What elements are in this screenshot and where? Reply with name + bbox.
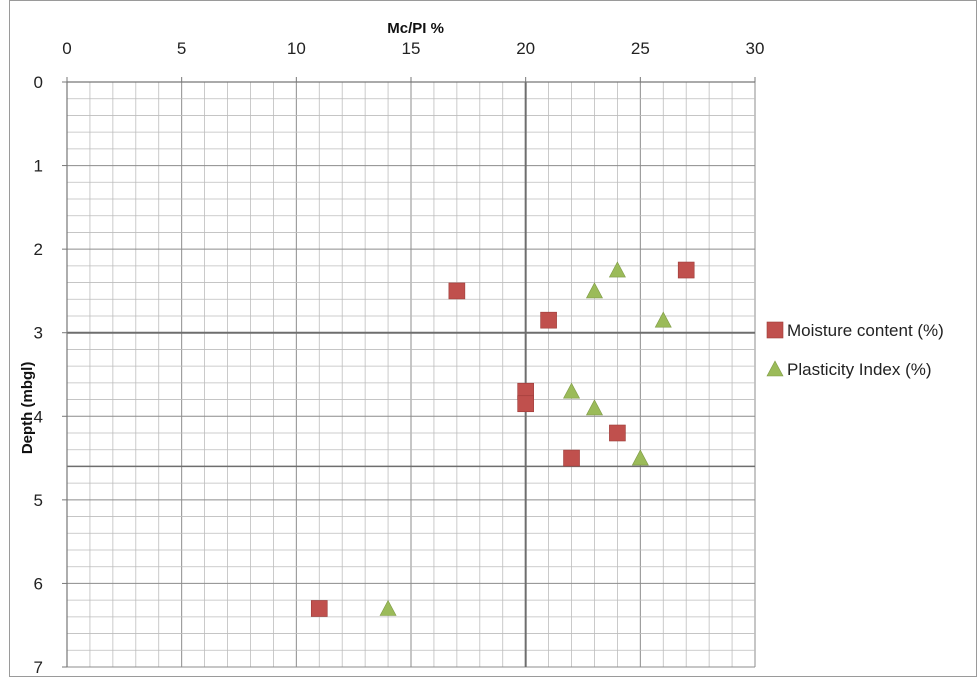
plasticity-index-point xyxy=(563,382,581,399)
y-tick-label: 6 xyxy=(34,574,43,593)
y-tick-label: 2 xyxy=(34,240,43,259)
moisture-content-point xyxy=(310,600,328,617)
plasticity-index-point xyxy=(608,261,626,278)
plasticity-index-point xyxy=(631,449,649,466)
x-tick-label: 30 xyxy=(746,39,765,58)
plasticity-index-point xyxy=(585,282,603,299)
x-tick-label: 25 xyxy=(631,39,650,58)
x-tick-label: 20 xyxy=(516,39,535,58)
y-tick-label: 1 xyxy=(34,157,43,176)
chart-frame xyxy=(9,0,977,677)
moisture-content-point xyxy=(563,449,580,467)
legend-marker-moisture xyxy=(766,321,784,339)
legend: Moisture content (%) Plasticity Index (%) xyxy=(766,321,944,379)
grid xyxy=(66,81,756,668)
legend-label-moisture: Moisture content (%) xyxy=(787,321,944,340)
y-axis-title: Depth (mbgl) xyxy=(19,362,36,454)
moisture-content-point xyxy=(609,424,626,442)
moisture-content-point xyxy=(517,395,534,413)
x-tick-label: 0 xyxy=(62,39,71,58)
y-tick-label: 4 xyxy=(34,407,43,426)
axes xyxy=(62,77,756,668)
moisture-content-point xyxy=(677,261,695,279)
legend-label-plasticity: Plasticity Index (%) xyxy=(787,360,932,379)
tick-labels: 0 5 10 15 20 25 30 0 1 2 3 4 5 6 7 xyxy=(34,39,765,677)
y-tick-label: 7 xyxy=(34,658,43,677)
plasticity-index-point xyxy=(379,599,397,616)
plasticity-index-point xyxy=(585,399,603,416)
data-points xyxy=(310,261,695,617)
moisture-content-point xyxy=(448,282,466,300)
y-tick-label: 5 xyxy=(34,491,43,510)
legend-marker-plasticity xyxy=(766,360,784,377)
x-tick-label: 5 xyxy=(177,39,186,58)
moisture-content-point xyxy=(540,311,557,329)
plasticity-index-point xyxy=(654,311,672,328)
x-axis-title: Mc/PI % xyxy=(387,20,444,37)
y-tick-label: 3 xyxy=(34,324,43,343)
y-tick-label: 0 xyxy=(34,73,43,92)
x-tick-label: 10 xyxy=(287,39,306,58)
x-tick-label: 15 xyxy=(402,39,421,58)
